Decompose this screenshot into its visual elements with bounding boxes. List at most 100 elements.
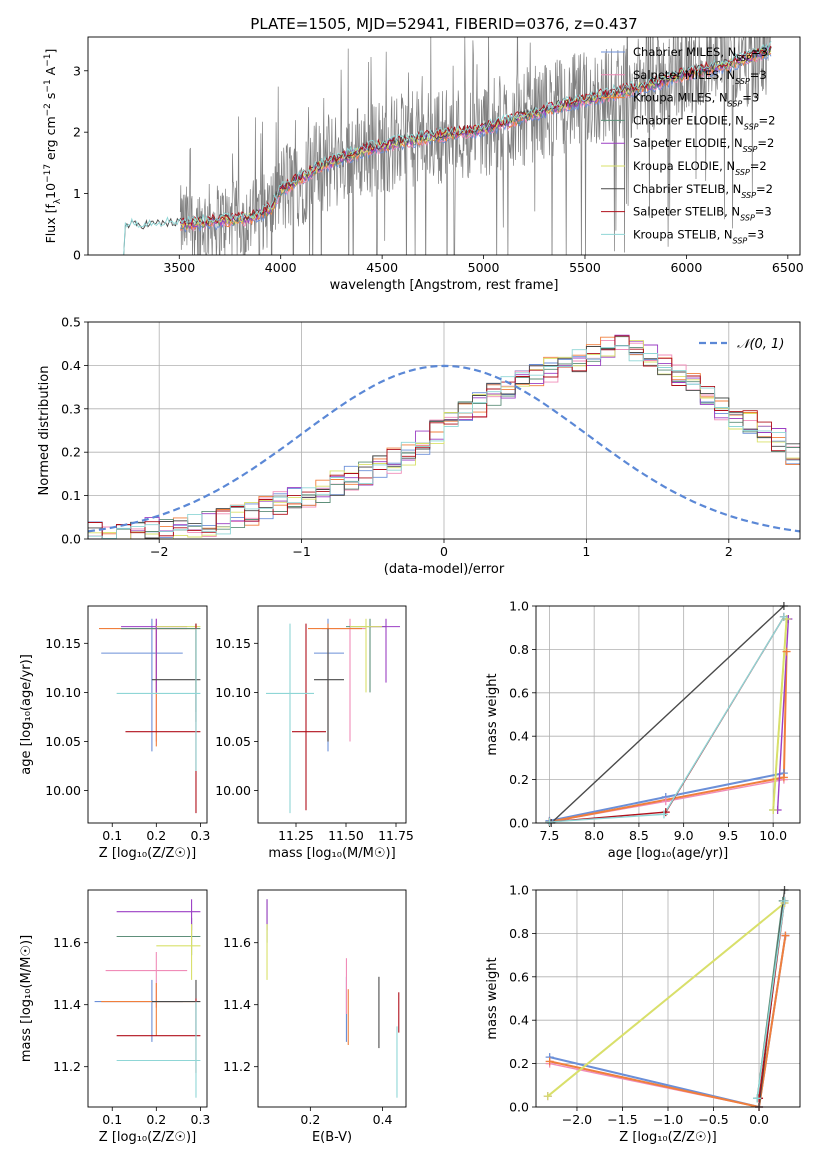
weight-marker (779, 773, 788, 782)
axes-frame (535, 605, 801, 824)
legend-label-base: Kroupa MILES, N (633, 91, 728, 105)
y-tick-label: 0.0 (509, 816, 529, 831)
plot-area (120, 37, 772, 255)
y-tick-label: 11.6 (223, 935, 251, 950)
axes-frame (535, 889, 801, 1108)
legend-label-sub: SSP (744, 122, 759, 131)
y-axis-label-part: −1 (43, 54, 53, 67)
y-tick-label: 10.00 (45, 783, 81, 798)
legend-label-tail: =2 (756, 182, 773, 196)
y-axis-label: mass weight (485, 673, 500, 755)
legend-label-tail: =2 (757, 136, 774, 150)
legend-label-base: Salpeter STELIB, N (633, 205, 740, 219)
y-axis-label: mass weight (485, 957, 500, 1039)
legend-label-tail: =3 (747, 227, 764, 241)
legend-label: Salpeter ELODIE, NSSP=2 (633, 136, 774, 154)
y-axis-label-part: −2 (43, 103, 53, 116)
x-tick-label: 11.75 (378, 828, 414, 843)
legend-label-base: Salpeter ELODIE, N (633, 136, 743, 150)
x-tick-label: 0.3 (190, 1112, 210, 1127)
weight-marker (769, 805, 778, 814)
panel-age-vs-mass: 11.25 11.50 11.75 10.00 10.05 10.10 10.15 mass … (215, 605, 414, 861)
axes-frame (87, 321, 801, 540)
panel-age-vs-z: 0.1 0.2 0.3 10.00 10.05 10.10 10.15 Z [log₁₀(Z/… (19, 605, 210, 861)
x-tick-label: 10.0 (759, 828, 787, 843)
legend-label-sub: SSP (728, 99, 743, 108)
weight-marker (781, 931, 790, 940)
weight-marker (543, 1092, 552, 1101)
plot-area (88, 334, 800, 539)
histogram-step (88, 335, 800, 539)
x-tick-label: 0.4 (373, 1112, 393, 1127)
x-tick-label: 2 (725, 544, 733, 559)
y-tick-label: 10.15 (45, 636, 81, 651)
y-axis-label-part: A (43, 66, 58, 79)
y-tick-label: 10.10 (45, 685, 81, 700)
x-tick-label: −1 (292, 544, 310, 559)
legend-label-tail: =3 (750, 68, 767, 82)
panel-weight-vs-age: 7.5 8.0 8.5 9.0 9.5 10.0 0.0 0.2 0.4 0.6 0.8 1.0 age… (485, 599, 801, 861)
x-axis-label: Z [log₁₀(Z/Z☉)] (99, 846, 196, 861)
legend-label: Kroupa ELODIE, NSSP=2 (633, 159, 767, 177)
x-tick-label: 7.5 (539, 828, 559, 843)
legend-label: Kroupa STELIB, NSSP=3 (633, 227, 764, 245)
legend-label-tail: =2 (750, 159, 767, 173)
legend-label-base: Chabrier ELODIE, N (633, 113, 744, 127)
x-tick-label: 1 (582, 544, 590, 559)
y-tick-label: 3 (73, 63, 81, 78)
y-axis-label: age [log₁₀(age/yr)] (19, 654, 34, 775)
x-tick-label: 0.2 (300, 1112, 320, 1127)
y-tick-label: 0.1 (61, 488, 81, 503)
x-tick-label: 8.5 (629, 828, 649, 843)
x-axis-label: E(B-V) (312, 1130, 352, 1145)
y-axis-label-part: −17 (43, 164, 53, 183)
y-tick-label: 0.4 (61, 358, 81, 373)
weight-marker (753, 1094, 762, 1103)
model-kroupa-stelib (120, 41, 772, 255)
legend-label: Salpeter MILES, NSSP=3 (633, 68, 767, 86)
histogram-step (88, 336, 800, 539)
weight-line-kroupa-miles (549, 935, 787, 1107)
y-axis-label-part: Flux [f (43, 204, 58, 244)
x-axis-label: mass [log₁₀(M/M☉)] (268, 846, 395, 861)
plot-area (266, 899, 400, 1098)
weight-marker (545, 817, 554, 826)
x-tick-label: 3500 (163, 260, 195, 275)
axes-frame (87, 889, 208, 1108)
x-tick-label: 0.0 (749, 1112, 769, 1127)
normal-curve (88, 364, 800, 533)
legend-label: Chabrier MILES, NSSP=3 (633, 45, 768, 63)
y-tick-label: 10.15 (215, 636, 251, 651)
weight-line-chabrier-stelib (550, 606, 785, 823)
y-tick-label: 0.0 (61, 532, 81, 547)
legend-label-base: Chabrier MILES, N (633, 45, 736, 59)
legend-label-sub: SSP (741, 190, 756, 199)
observed-spectrum (179, 37, 771, 255)
x-tick-label: 0.2 (146, 828, 166, 843)
plot-area (99, 618, 201, 814)
y-axis-label-part: λ (53, 198, 63, 204)
x-tick-label: 9.0 (674, 828, 694, 843)
figure-title: PLATE=1505, MJD=52941, FIBERID=0376, z=0… (250, 15, 637, 33)
histogram-step (88, 345, 800, 539)
x-tick-label: 0.2 (146, 1112, 166, 1127)
axes-frame (257, 889, 407, 1108)
y-tick-label: 0.5 (61, 315, 81, 330)
y-axis-label: mass [log₁₀(M/M☉)] (19, 935, 34, 1062)
y-tick-label: 11.2 (53, 1059, 81, 1074)
plot-area (266, 618, 400, 814)
y-tick-label: 11.6 (53, 935, 81, 950)
weight-marker (780, 896, 789, 905)
weight-marker (782, 647, 791, 656)
y-tick-label: 0.4 (509, 1013, 529, 1028)
legend-label: Chabrier STELIB, NSSP=2 (633, 182, 773, 200)
axes-frame (87, 605, 208, 824)
y-axis-label-part: −1 (43, 79, 53, 92)
x-axis-label: (data-model)/error (384, 562, 505, 577)
legend-label-tail: =3 (755, 205, 772, 219)
panel-mass-vs-ebv: 0.2 0.4 11.2 11.4 11.6 E(B-V) (223, 889, 407, 1145)
x-tick-label: 5000 (468, 260, 500, 275)
legend-label-tail: =3 (751, 45, 768, 59)
y-axis-label: Normed distribution (37, 366, 52, 496)
